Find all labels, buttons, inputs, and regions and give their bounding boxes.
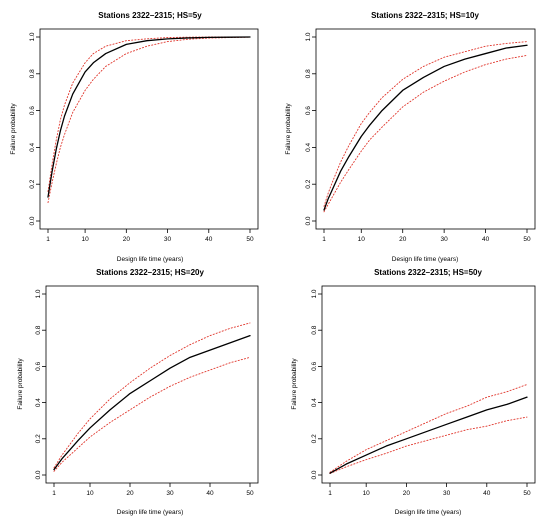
y-tick-label: 0.8 bbox=[305, 69, 312, 78]
chart-panel-4: Stations 2322–2315; HS=50y Design life ti… bbox=[291, 268, 536, 516]
x-tick-label: 10 bbox=[363, 490, 371, 497]
x-tick-label: 10 bbox=[86, 490, 94, 497]
x-tick-label: 50 bbox=[246, 490, 254, 497]
y-tick-label: 1.0 bbox=[305, 32, 312, 41]
plot-frame bbox=[45, 285, 259, 484]
plot-frame bbox=[315, 28, 536, 230]
y-tick-label: 0.4 bbox=[29, 143, 36, 152]
chart-title: Stations 2322–2315; HS=5y bbox=[98, 11, 202, 20]
x-tick-label: 40 bbox=[206, 490, 214, 497]
y-tick-label: 0.6 bbox=[311, 362, 318, 371]
y-tick-label: 1.0 bbox=[311, 289, 318, 298]
confidence-bound-line bbox=[53, 356, 251, 472]
x-tick-label: 10 bbox=[358, 236, 366, 243]
y-axis-label: Failure probability bbox=[291, 358, 298, 410]
y-tick-label: 0.6 bbox=[35, 362, 42, 371]
x-tick-label: 30 bbox=[164, 236, 172, 243]
chart-title: Stations 2322–2315; HS=20y bbox=[96, 268, 204, 277]
y-tick-label: 0.0 bbox=[35, 470, 42, 479]
chart-title: Stations 2322–2315; HS=50y bbox=[374, 268, 482, 277]
confidence-bound-line bbox=[53, 322, 251, 469]
y-tick-label: 0.6 bbox=[29, 106, 36, 115]
x-tick-label: 40 bbox=[483, 490, 491, 497]
x-tick-label: 1 bbox=[322, 236, 326, 243]
x-tick-label: 20 bbox=[403, 490, 411, 497]
x-tick-label: 20 bbox=[123, 236, 131, 243]
plot-frame bbox=[321, 285, 536, 484]
chart-title: Stations 2322–2315; HS=10y bbox=[371, 11, 479, 20]
chart-panel-3: Stations 2322–2315; HS=20y Design life ti… bbox=[17, 268, 259, 516]
y-tick-label: 0.6 bbox=[305, 106, 312, 115]
y-tick-label: 1.0 bbox=[35, 289, 42, 298]
y-tick-label: 0.4 bbox=[35, 398, 42, 407]
confidence-bound-line bbox=[47, 36, 251, 193]
y-tick-label: 0.4 bbox=[311, 398, 318, 407]
x-tick-label: 30 bbox=[441, 236, 449, 243]
y-tick-label: 0.0 bbox=[311, 470, 318, 479]
y-tick-label: 0.8 bbox=[29, 69, 36, 78]
plot-frame bbox=[39, 28, 259, 230]
y-axis-label: Failure probability bbox=[285, 103, 292, 155]
x-tick-label: 1 bbox=[46, 236, 50, 243]
x-tick-label: 30 bbox=[443, 490, 451, 497]
y-tick-label: 0.2 bbox=[35, 434, 42, 443]
x-tick-label: 50 bbox=[523, 236, 531, 243]
confidence-bound-line bbox=[47, 36, 251, 204]
confidence-bound-line bbox=[329, 384, 528, 473]
estimate-line bbox=[323, 44, 528, 211]
confidence-bound-line bbox=[323, 54, 528, 213]
x-tick-label: 30 bbox=[166, 490, 174, 497]
y-tick-label: 0.8 bbox=[311, 325, 318, 334]
y-tick-label: 1.0 bbox=[29, 32, 36, 41]
y-tick-label: 0.2 bbox=[311, 434, 318, 443]
y-tick-label: 0.2 bbox=[29, 179, 36, 188]
estimate-line bbox=[53, 334, 251, 471]
chart-panel-1: Stations 2322–2315; HS=5y Design life tim… bbox=[10, 11, 259, 263]
x-tick-label: 50 bbox=[523, 490, 531, 497]
x-axis-label: Design life time (years) bbox=[395, 509, 461, 516]
x-axis-label: Design life time (years) bbox=[117, 256, 183, 263]
chart-panel-2: Stations 2322–2315; HS=10y Design life ti… bbox=[285, 11, 536, 263]
estimate-line bbox=[47, 36, 251, 198]
estimate-line bbox=[329, 396, 528, 474]
x-tick-label: 50 bbox=[246, 236, 254, 243]
x-axis-label: Design life time (years) bbox=[392, 256, 458, 263]
y-tick-label: 0.0 bbox=[29, 216, 36, 225]
x-tick-label: 1 bbox=[52, 490, 56, 497]
confidence-bound-line bbox=[329, 416, 528, 474]
y-axis-label: Failure probability bbox=[17, 358, 24, 410]
y-tick-label: 0.8 bbox=[35, 325, 42, 334]
y-tick-label: 0.2 bbox=[305, 179, 312, 188]
x-tick-label: 40 bbox=[482, 236, 490, 243]
x-tick-label: 20 bbox=[399, 236, 407, 243]
x-tick-label: 20 bbox=[126, 490, 134, 497]
x-tick-label: 1 bbox=[328, 490, 332, 497]
x-axis-label: Design life time (years) bbox=[117, 509, 183, 516]
y-axis-label: Failure probability bbox=[10, 103, 17, 155]
confidence-bound-line bbox=[323, 41, 528, 207]
y-tick-label: 0.4 bbox=[305, 143, 312, 152]
x-tick-label: 10 bbox=[81, 236, 89, 243]
x-tick-label: 40 bbox=[205, 236, 213, 243]
y-tick-label: 0.0 bbox=[305, 216, 312, 225]
